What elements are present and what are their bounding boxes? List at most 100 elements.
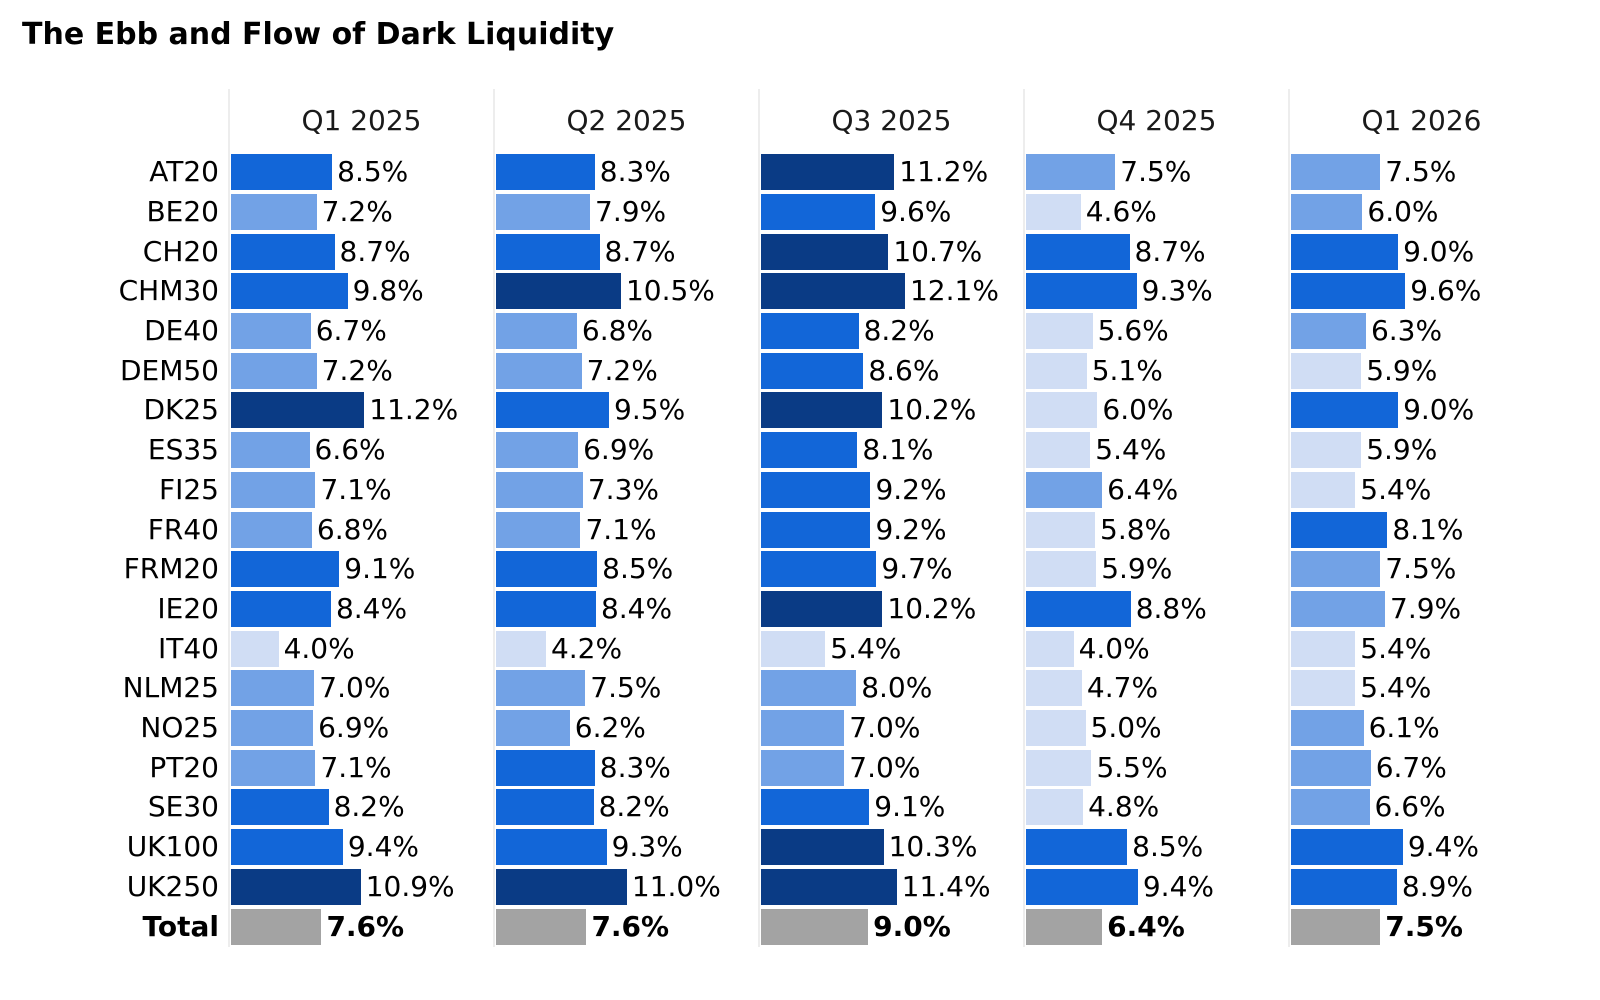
value-label: 7.5% bbox=[590, 671, 662, 705]
value-bar bbox=[1291, 313, 1366, 350]
bar-cell: 8.9% bbox=[1288, 866, 1553, 907]
value-label: 8.4% bbox=[335, 591, 408, 625]
value-label: 7.5% bbox=[1385, 155, 1457, 189]
value-label: 7.0% bbox=[849, 710, 921, 744]
value-bar bbox=[231, 194, 317, 231]
bar-cell: 5.9% bbox=[1288, 430, 1553, 470]
row-label: CHM30 bbox=[118, 274, 219, 308]
bar-cell: 8.5% bbox=[228, 152, 493, 193]
table-row: FI25 7.1% 7.3% 9.2% 6.4% 5.4% bbox=[24, 470, 1600, 510]
value-bar bbox=[1291, 590, 1385, 627]
value-label: 8.5% bbox=[602, 552, 674, 586]
value-bar bbox=[761, 233, 889, 270]
value-bar bbox=[231, 868, 361, 905]
total-bar-cell: 9.0% bbox=[758, 906, 1023, 947]
bar-cell: 7.1% bbox=[228, 747, 493, 788]
table-row: CHM30 9.8% 10.5% 12.1% 9.3% 9.6% bbox=[24, 271, 1600, 312]
value-bar bbox=[231, 789, 329, 826]
bar-cell: 7.1% bbox=[493, 509, 758, 550]
value-bar bbox=[1026, 154, 1116, 191]
value-bar bbox=[761, 749, 845, 786]
value-label: 8.8% bbox=[1135, 591, 1207, 625]
table-row: AT20 8.5% 8.3% 11.2% 7.5% 7.5% bbox=[24, 152, 1600, 193]
value-bar bbox=[231, 670, 315, 707]
value-bar bbox=[761, 670, 857, 707]
value-bar bbox=[761, 709, 845, 746]
bar-cell: 4.2% bbox=[493, 628, 758, 669]
bar-cell: 5.4% bbox=[1288, 470, 1553, 510]
bar-cell: 6.3% bbox=[1288, 311, 1553, 351]
bar-cell: 9.3% bbox=[1023, 271, 1288, 312]
bar-cell: 12.1% bbox=[758, 271, 1023, 312]
bar-cell: 5.4% bbox=[1288, 628, 1553, 669]
value-label: 6.8% bbox=[581, 314, 654, 348]
value-bar bbox=[1026, 551, 1097, 588]
bar-cell: 11.2% bbox=[228, 390, 493, 431]
bar-cell: 6.8% bbox=[493, 311, 758, 351]
value-bar bbox=[231, 273, 348, 310]
row-label: CH20 bbox=[142, 234, 219, 268]
row-label: DEM50 bbox=[119, 353, 219, 387]
value-label: 9.4% bbox=[1407, 830, 1479, 864]
column-header-q1-2025: Q1 2025 bbox=[228, 88, 493, 153]
value-bar bbox=[1026, 709, 1086, 746]
total-bar bbox=[761, 908, 869, 945]
value-bar bbox=[1026, 352, 1087, 389]
bar-cell: 9.1% bbox=[228, 549, 493, 590]
value-label: 7.0% bbox=[319, 671, 391, 705]
value-label: 5.9% bbox=[1101, 552, 1173, 586]
value-bar bbox=[496, 432, 579, 469]
value-label: 8.1% bbox=[1392, 512, 1464, 546]
value-bar bbox=[231, 630, 279, 667]
value-bar bbox=[496, 670, 586, 707]
bar-cell: 6.7% bbox=[228, 311, 493, 351]
total-bar-cell: 6.4% bbox=[1023, 906, 1288, 947]
bar-cell: 6.9% bbox=[493, 430, 758, 470]
value-label: 9.1% bbox=[874, 790, 946, 824]
bar-cell: 8.2% bbox=[758, 311, 1023, 351]
value-label: 6.6% bbox=[1374, 790, 1446, 824]
value-label: 7.0% bbox=[849, 750, 921, 784]
column-header-q4-2025: Q4 2025 bbox=[1023, 88, 1288, 153]
value-bar bbox=[231, 154, 333, 191]
total-value-label: 7.6% bbox=[591, 909, 670, 943]
value-bar bbox=[1026, 194, 1081, 231]
bar-cell: 8.5% bbox=[1023, 827, 1288, 867]
value-bar bbox=[1291, 868, 1397, 905]
bar-cell: 8.6% bbox=[758, 350, 1023, 391]
value-bar bbox=[1026, 392, 1098, 429]
value-label: 4.0% bbox=[283, 631, 355, 665]
value-label: 7.9% bbox=[595, 195, 667, 229]
bar-cell: 5.6% bbox=[1023, 311, 1288, 351]
value-bar bbox=[1026, 630, 1074, 667]
total-bar-cell: 7.6% bbox=[493, 906, 758, 947]
value-label: 10.7% bbox=[893, 234, 983, 268]
row-label: FRM20 bbox=[123, 552, 219, 586]
value-label: 9.4% bbox=[347, 830, 419, 864]
bar-cell: 7.3% bbox=[493, 470, 758, 510]
bar-cell: 7.5% bbox=[493, 668, 758, 709]
bar-cell: 9.5% bbox=[493, 390, 758, 431]
value-label: 10.3% bbox=[888, 830, 978, 864]
bar-cell: 9.4% bbox=[1288, 827, 1553, 867]
row-label: ES35 bbox=[147, 433, 219, 467]
value-label: 7.3% bbox=[587, 472, 659, 506]
value-label: 7.2% bbox=[321, 195, 393, 229]
bar-cell: 9.6% bbox=[758, 192, 1023, 232]
value-bar bbox=[1291, 511, 1388, 548]
value-bar bbox=[231, 352, 317, 389]
bar-cell: 7.2% bbox=[493, 350, 758, 391]
value-bar bbox=[231, 233, 335, 270]
value-bar bbox=[231, 471, 316, 508]
value-bar bbox=[761, 194, 876, 231]
value-bar bbox=[1026, 511, 1096, 548]
value-label: 5.4% bbox=[1360, 472, 1432, 506]
bar-cell: 9.1% bbox=[758, 787, 1023, 828]
table-row: UK100 9.4% 9.3% 10.3% 8.5% 9.4% bbox=[24, 827, 1600, 867]
value-label: 4.0% bbox=[1078, 631, 1150, 665]
table-row: BE20 7.2% 7.9% 9.6% 4.6% 6.0% bbox=[24, 192, 1600, 232]
value-bar bbox=[1026, 829, 1128, 866]
bar-cell: 6.4% bbox=[1023, 470, 1288, 510]
bar-cell: 9.0% bbox=[1288, 231, 1553, 272]
value-label: 6.9% bbox=[583, 433, 655, 467]
